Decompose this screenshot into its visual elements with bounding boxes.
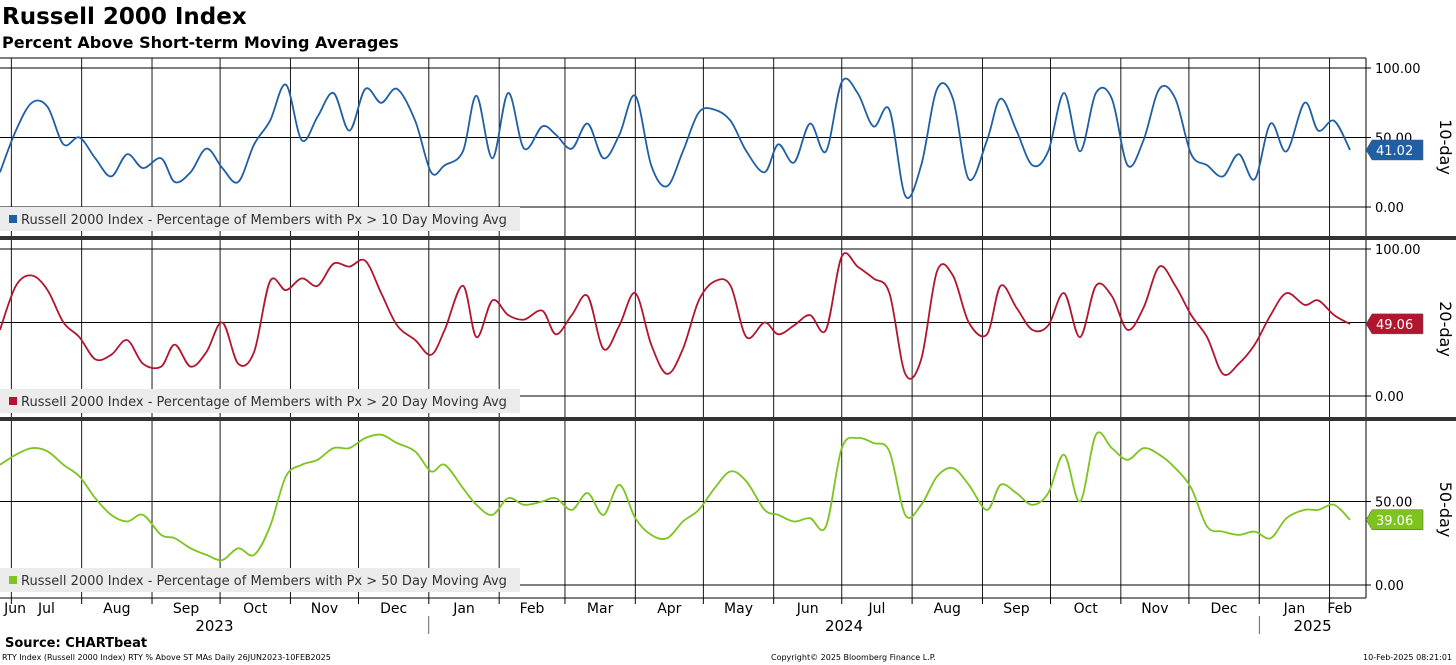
x-month-label: Dec	[1211, 601, 1238, 617]
x-month-label: Sep	[1003, 601, 1030, 617]
y-tick-label: 0.00	[1375, 390, 1404, 405]
last-value-label: 49.06	[1376, 318, 1413, 333]
legend-band	[0, 207, 520, 231]
panel-label-20-day: 20-day	[1436, 301, 1455, 357]
last-value-tag	[1365, 313, 1424, 335]
y-tick-label: 100.00	[1375, 62, 1421, 77]
legend-band	[0, 389, 520, 413]
series-line-10-day	[0, 77, 1351, 199]
x-month-label: May	[724, 601, 753, 617]
x-year-label: 2023	[195, 617, 233, 635]
legend-label: Russell 2000 Index - Percentage of Membe…	[21, 574, 507, 589]
panel-separator	[0, 417, 1456, 421]
last-value-label: 39.06	[1376, 514, 1413, 529]
legend-label: Russell 2000 Index - Percentage of Membe…	[21, 395, 507, 410]
legend-swatch	[9, 576, 17, 584]
last-value-tag	[1365, 139, 1424, 161]
x-year-label: 2025	[1294, 617, 1332, 635]
x-month-label: Oct	[243, 601, 268, 617]
legend-swatch	[9, 397, 17, 405]
y-tick-label: 0.00	[1375, 201, 1404, 216]
y-tick-label: 0.00	[1375, 579, 1404, 594]
series-line-20-day	[0, 252, 1351, 380]
x-month-label: Jan	[452, 601, 475, 617]
legend-label: Russell 2000 Index - Percentage of Membe…	[21, 213, 507, 228]
x-month-label: Dec	[380, 601, 407, 617]
x-month-label: Jul	[867, 601, 885, 617]
panel-label-10-day: 10-day	[1436, 119, 1455, 175]
panel-label-50-day: 50-day	[1436, 482, 1455, 538]
x-month-label: Oct	[1074, 601, 1099, 617]
x-month-label: Sep	[173, 601, 200, 617]
x-year-label: 2024	[825, 617, 863, 635]
x-month-label: Apr	[657, 601, 681, 617]
x-month-label: Nov	[311, 601, 338, 617]
legend-swatch	[9, 215, 17, 223]
x-month-label: Aug	[103, 601, 130, 617]
x-month-label: Mar	[587, 601, 614, 617]
legend-band	[0, 568, 520, 592]
x-month-label: Jun	[796, 601, 819, 617]
x-month-label: Feb	[1327, 601, 1352, 617]
last-value-label: 41.02	[1376, 144, 1413, 159]
last-value-tag	[1365, 509, 1424, 531]
x-month-label: Jun	[3, 601, 26, 617]
x-month-label: Aug	[934, 601, 961, 617]
x-month-label: Nov	[1141, 601, 1168, 617]
footer-timestamp: 10-Feb-2025 08:21:01	[1363, 653, 1452, 662]
footer-left: RTY Index (Russell 2000 Index) RTY % Abo…	[2, 653, 331, 662]
y-tick-label: 100.00	[1375, 243, 1421, 258]
x-month-label: Jul	[37, 601, 55, 617]
x-month-label: Jan	[1283, 601, 1306, 617]
series-line-50-day	[0, 431, 1351, 562]
x-month-label: Feb	[520, 601, 545, 617]
panel-separator	[0, 236, 1456, 240]
chart-title: Russell 2000 Index	[2, 4, 247, 30]
y-tick-label: 50.00	[1375, 496, 1412, 511]
footer-copyright: Copyright© 2025 Bloomberg Finance L.P.	[771, 653, 936, 662]
chart-subtitle: Percent Above Short-term Moving Averages	[2, 33, 399, 52]
source-note: Source: CHARTbeat	[5, 636, 148, 651]
